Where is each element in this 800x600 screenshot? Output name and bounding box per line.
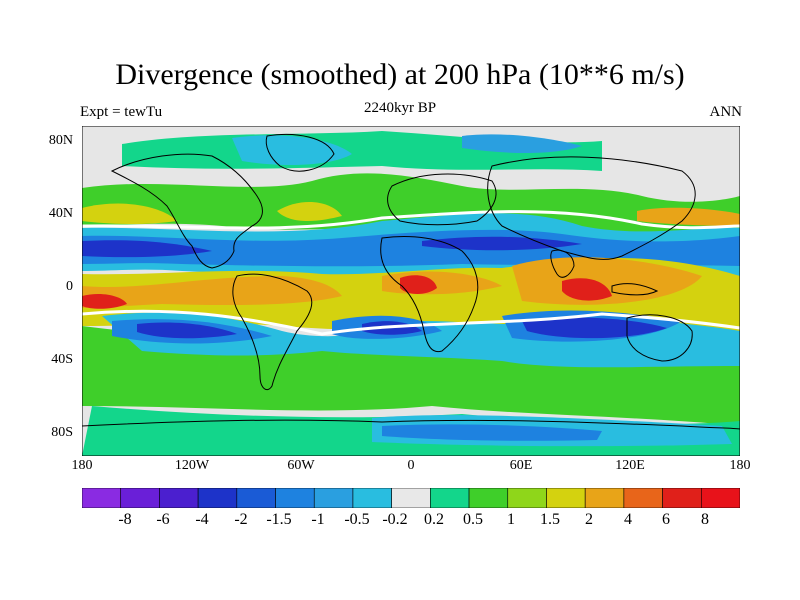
colorbar-label: 6 (662, 511, 670, 528)
contour-eq-red-africa (400, 275, 437, 294)
colorbar-swatch (546, 488, 586, 508)
colorbar-swatch (352, 488, 392, 508)
colorbar-swatch (700, 488, 740, 508)
colorbar-label: -8 (118, 511, 132, 528)
lon-label-180e: 180 (729, 458, 751, 473)
lat-label-40n: 40N (48, 206, 73, 221)
contour-eq-orange (82, 276, 342, 308)
colorbar-swatch (468, 488, 509, 508)
contour-north-yellow-atl (277, 201, 342, 221)
colorbar-label: 2 (585, 511, 593, 528)
contour-north-orange-pac (637, 207, 740, 226)
contour-ntrop-dark (82, 240, 212, 258)
season-label: ANN (709, 104, 743, 120)
colorbar-swatch (507, 488, 547, 508)
colorbar-label: 1.5 (540, 511, 560, 528)
colorbar-label: -0.2 (382, 511, 408, 528)
coast-africa (380, 236, 479, 353)
colorbar-swatch (82, 488, 122, 508)
coast-europe (387, 173, 497, 226)
colorbar-swatch (197, 488, 238, 508)
zero-contour-north (82, 210, 740, 230)
contour-north-yellow-pac (82, 203, 177, 225)
colorbar-swatch (313, 488, 354, 508)
contour-eq-orange-io (512, 257, 702, 305)
contour-strop-dark3 (522, 317, 667, 339)
colorbar-swatch (584, 488, 625, 508)
lat-label-80n: 80N (48, 133, 73, 148)
contour-south-blue (382, 424, 602, 441)
map-title: Divergence (smoothed) at 200 hPa (10**6 … (115, 58, 685, 91)
coast-north-america (110, 153, 263, 269)
contour-north-green (82, 173, 740, 238)
colorbar-swatch (159, 488, 199, 508)
lon-label-120w: 120W (174, 458, 210, 473)
colorbar-label: 4 (624, 511, 632, 528)
time-label: 2240kyr BP (363, 100, 437, 116)
colorbar-label: -6 (156, 511, 170, 528)
lat-label-0: 0 (66, 279, 73, 294)
lon-label-0: 0 (407, 458, 415, 473)
colorbar-label: 1 (507, 511, 515, 528)
coast-south-america (232, 273, 313, 391)
contour-ntrop-dark2 (422, 236, 582, 251)
coast-asia (487, 156, 696, 260)
lon-label-60w: 60W (287, 458, 315, 473)
contour-eq-red-indo (562, 278, 612, 301)
contour-strop-dark1 (137, 322, 237, 339)
colorbar-swatch (236, 488, 276, 508)
colorbar-label: -1.5 (266, 511, 292, 528)
colorbar-label: 0.5 (463, 511, 483, 528)
divergence-map (82, 126, 740, 456)
colorbar-swatch (391, 488, 431, 508)
lat-label-80s: 80S (51, 425, 73, 440)
colorbar-swatch (430, 488, 470, 508)
zero-contour-south (82, 309, 740, 336)
colorbar-label: -1 (311, 511, 325, 528)
coast-greenland (265, 133, 335, 172)
lat-label-40s: 40S (51, 352, 73, 367)
colorbar-swatch (275, 488, 315, 508)
lon-label-120e: 120E (615, 458, 645, 473)
colorbar-swatch (120, 488, 160, 508)
colorbar-swatch (623, 488, 663, 508)
colorbar (82, 488, 740, 508)
lon-label-180w: 180 (71, 458, 93, 473)
colorbar-label: -2 (234, 511, 248, 528)
coast-indonesia (611, 283, 659, 296)
colorbar-label: 8 (701, 511, 709, 528)
contour-ntrop-blue (82, 229, 740, 267)
contour-greenland-blue (232, 135, 352, 166)
coast-india (550, 249, 575, 278)
colorbar-label: -0.5 (344, 511, 370, 528)
coast-antarctica (82, 419, 740, 430)
coast-australia (626, 314, 693, 362)
contour-eq-red-pac (82, 293, 127, 309)
colorbar-label: -4 (195, 511, 209, 528)
experiment-label: Expt = tewTu (80, 104, 163, 120)
colorbar-label: 0.2 (424, 511, 444, 528)
colorbar-swatch (662, 488, 702, 508)
lon-label-60e: 60E (509, 458, 533, 473)
contour-arctic-blue2 (462, 134, 582, 153)
